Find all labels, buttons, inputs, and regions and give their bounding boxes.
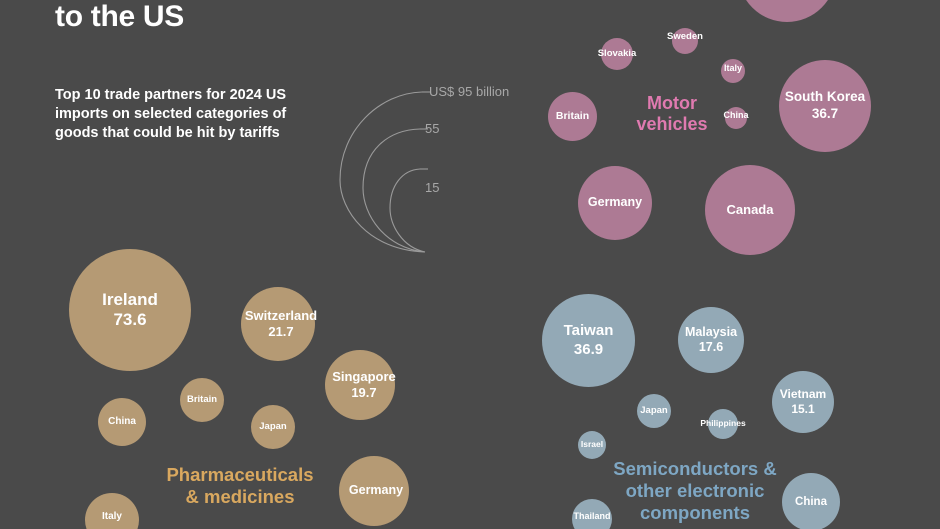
headline: microchips and drugs to the US <box>55 0 184 33</box>
bubble-pharmaceuticals-italy[interactable]: Italy <box>85 493 139 529</box>
bubble-semiconductors-malaysia[interactable]: Malaysia 17.6 <box>678 307 744 373</box>
bubble-content: Malaysia 17.6 <box>684 324 738 355</box>
bubble-country-label: Italy <box>101 510 122 522</box>
bubble-country-label: Germany <box>587 195 643 210</box>
bubble-motor-vehicles-sweden[interactable]: Sweden <box>667 28 703 54</box>
bubble-pharmaceuticals-china[interactable]: China <box>98 398 146 446</box>
bubble-value-label: 36.7 <box>811 106 839 121</box>
bubble-content: Sweden <box>667 30 703 42</box>
bubble-semiconductors-japan[interactable]: Japan <box>637 394 671 428</box>
bubble-country-label: China <box>795 495 827 508</box>
bubble-pharmaceuticals-britain[interactable]: Britain <box>180 378 224 422</box>
bubble-content: Singapore 19.7 <box>332 368 396 400</box>
bubble-country-label: Japan <box>640 404 668 416</box>
bubble-country-label: Britain <box>186 393 218 405</box>
category-label-motor-vehicles: Motor vehicles <box>636 93 708 135</box>
bubble-country-label: Slovakia <box>597 47 637 59</box>
bubble-motor-vehicles-germany[interactable]: Germany <box>578 166 652 240</box>
bubble-country-label: Malaysia <box>684 324 738 339</box>
bubble-country-label: Taiwan <box>563 322 614 340</box>
bubble-pharmaceuticals-japan[interactable]: Japan <box>251 405 295 449</box>
bubble-pharmaceuticals-singapore[interactable]: Singapore 19.7 <box>325 350 396 420</box>
bubble-country-label: Ireland <box>102 289 158 309</box>
bubble-content: Thailand <box>573 511 611 522</box>
bubble-country-label: China <box>108 415 136 427</box>
bubble-value-label: 36.9 <box>573 340 604 358</box>
bubble-semiconductors-philippines[interactable]: Philippines <box>700 409 746 439</box>
bubble-semiconductors-israel[interactable]: Israel <box>578 431 606 459</box>
bubble-motor-vehicles-slovakia[interactable]: Slovakia <box>598 38 636 70</box>
bubble-content: Italy <box>723 63 742 74</box>
bubble-content: Vietnam 15.1 <box>780 388 826 416</box>
bubble-pharmaceuticals-switzerland[interactable]: Switzerland 21.7 <box>241 287 318 361</box>
bubble-value-label: 17.6 <box>698 340 724 354</box>
category-label-semiconductors: Semiconductors & other electronic compon… <box>613 458 777 523</box>
bubble-country-label: Israel <box>580 439 604 450</box>
legend-label-55: 55 <box>425 121 440 136</box>
bubble-motor-vehicles-china[interactable]: China <box>723 107 749 129</box>
legend-arcs-icon <box>339 91 430 253</box>
bubble-country-label: Canada <box>726 201 774 217</box>
bubble-country-label: Vietnam <box>779 387 827 402</box>
bubble-content: Japan <box>259 420 287 432</box>
bubble-value-label: 15.1 <box>791 402 815 416</box>
bubble-content: Britain <box>555 109 590 122</box>
bubble-content: China <box>108 415 136 428</box>
bubble-content: Germany <box>349 484 403 498</box>
bubble-motor-vehicles-south-korea[interactable]: South Korea 36.7 <box>779 60 871 152</box>
bubble-content: Britain <box>186 393 218 405</box>
bubble-value-label: 21.7 <box>268 324 294 339</box>
bubble-content: Israel <box>581 440 603 449</box>
bubble-motor-vehicles-canada[interactable]: Canada <box>705 165 795 255</box>
bubble-value-label: 73.6 <box>113 310 147 329</box>
legend-label-15: 15 <box>425 180 440 195</box>
bubble-pharmaceuticals-ireland[interactable]: Ireland 73.6 <box>69 249 191 371</box>
bubble-country-label: Switzerland <box>244 307 318 323</box>
bubble-content: Slovakia <box>597 47 637 59</box>
bubble-content: Germany <box>588 196 642 210</box>
bubble-content: China <box>795 496 827 508</box>
bubble-semiconductors-thailand[interactable]: Thailand <box>572 499 612 529</box>
bubble-content: Japan <box>640 404 668 416</box>
size-scale-legend: US$ 95 billion 55 15 <box>330 60 545 275</box>
bubble-value-label: 19.7 <box>351 385 377 400</box>
bubble-content: Italy <box>101 510 122 523</box>
bubble-country-label: Singapore <box>332 368 396 384</box>
bubble-content: Canada <box>726 201 774 217</box>
bubble-motor-vehicles-unlabeled[interactable]: 46.4 <box>738 0 836 22</box>
bubble-country-label: Germany <box>348 483 404 498</box>
bubble-country-label: South Korea <box>784 89 866 105</box>
bubble-content: China <box>723 110 749 121</box>
bubble-content: Philippines <box>700 419 745 428</box>
bubble-country-label: Italy <box>723 63 742 74</box>
bubble-country-label: Sweden <box>667 30 703 42</box>
bubble-semiconductors-vietnam[interactable]: Vietnam 15.1 <box>772 371 834 433</box>
category-label-pharmaceuticals: Pharmaceuticals & medicines <box>166 464 314 507</box>
bubble-pharmaceuticals-germany[interactable]: Germany <box>339 456 409 526</box>
bubble-content: Ireland 73.6 <box>102 289 158 330</box>
bubble-country-label: Thailand <box>573 511 611 522</box>
bubble-semiconductors-taiwan[interactable]: Taiwan 36.9 <box>542 294 635 387</box>
legend-label-95: US$ 95 billion <box>429 84 510 99</box>
subheadline: Top 10 trade partners for 2024 US import… <box>55 87 287 141</box>
bubble-country-label: Britain <box>555 109 590 122</box>
bubble-motor-vehicles-britain[interactable]: Britain <box>548 92 597 141</box>
bubble-motor-vehicles-italy[interactable]: Italy <box>721 59 745 83</box>
bubble-country-label: Japan <box>259 420 287 432</box>
bubble-country-label: Philippines <box>700 418 746 429</box>
bubble-content: South Korea 36.7 <box>785 90 865 121</box>
bubble-semiconductors-china[interactable]: China <box>782 473 840 529</box>
bubble-country-label: China <box>723 110 749 121</box>
bubble-content: Switzerland 21.7 <box>244 307 318 339</box>
bubble-content: Taiwan 36.9 <box>563 322 614 358</box>
